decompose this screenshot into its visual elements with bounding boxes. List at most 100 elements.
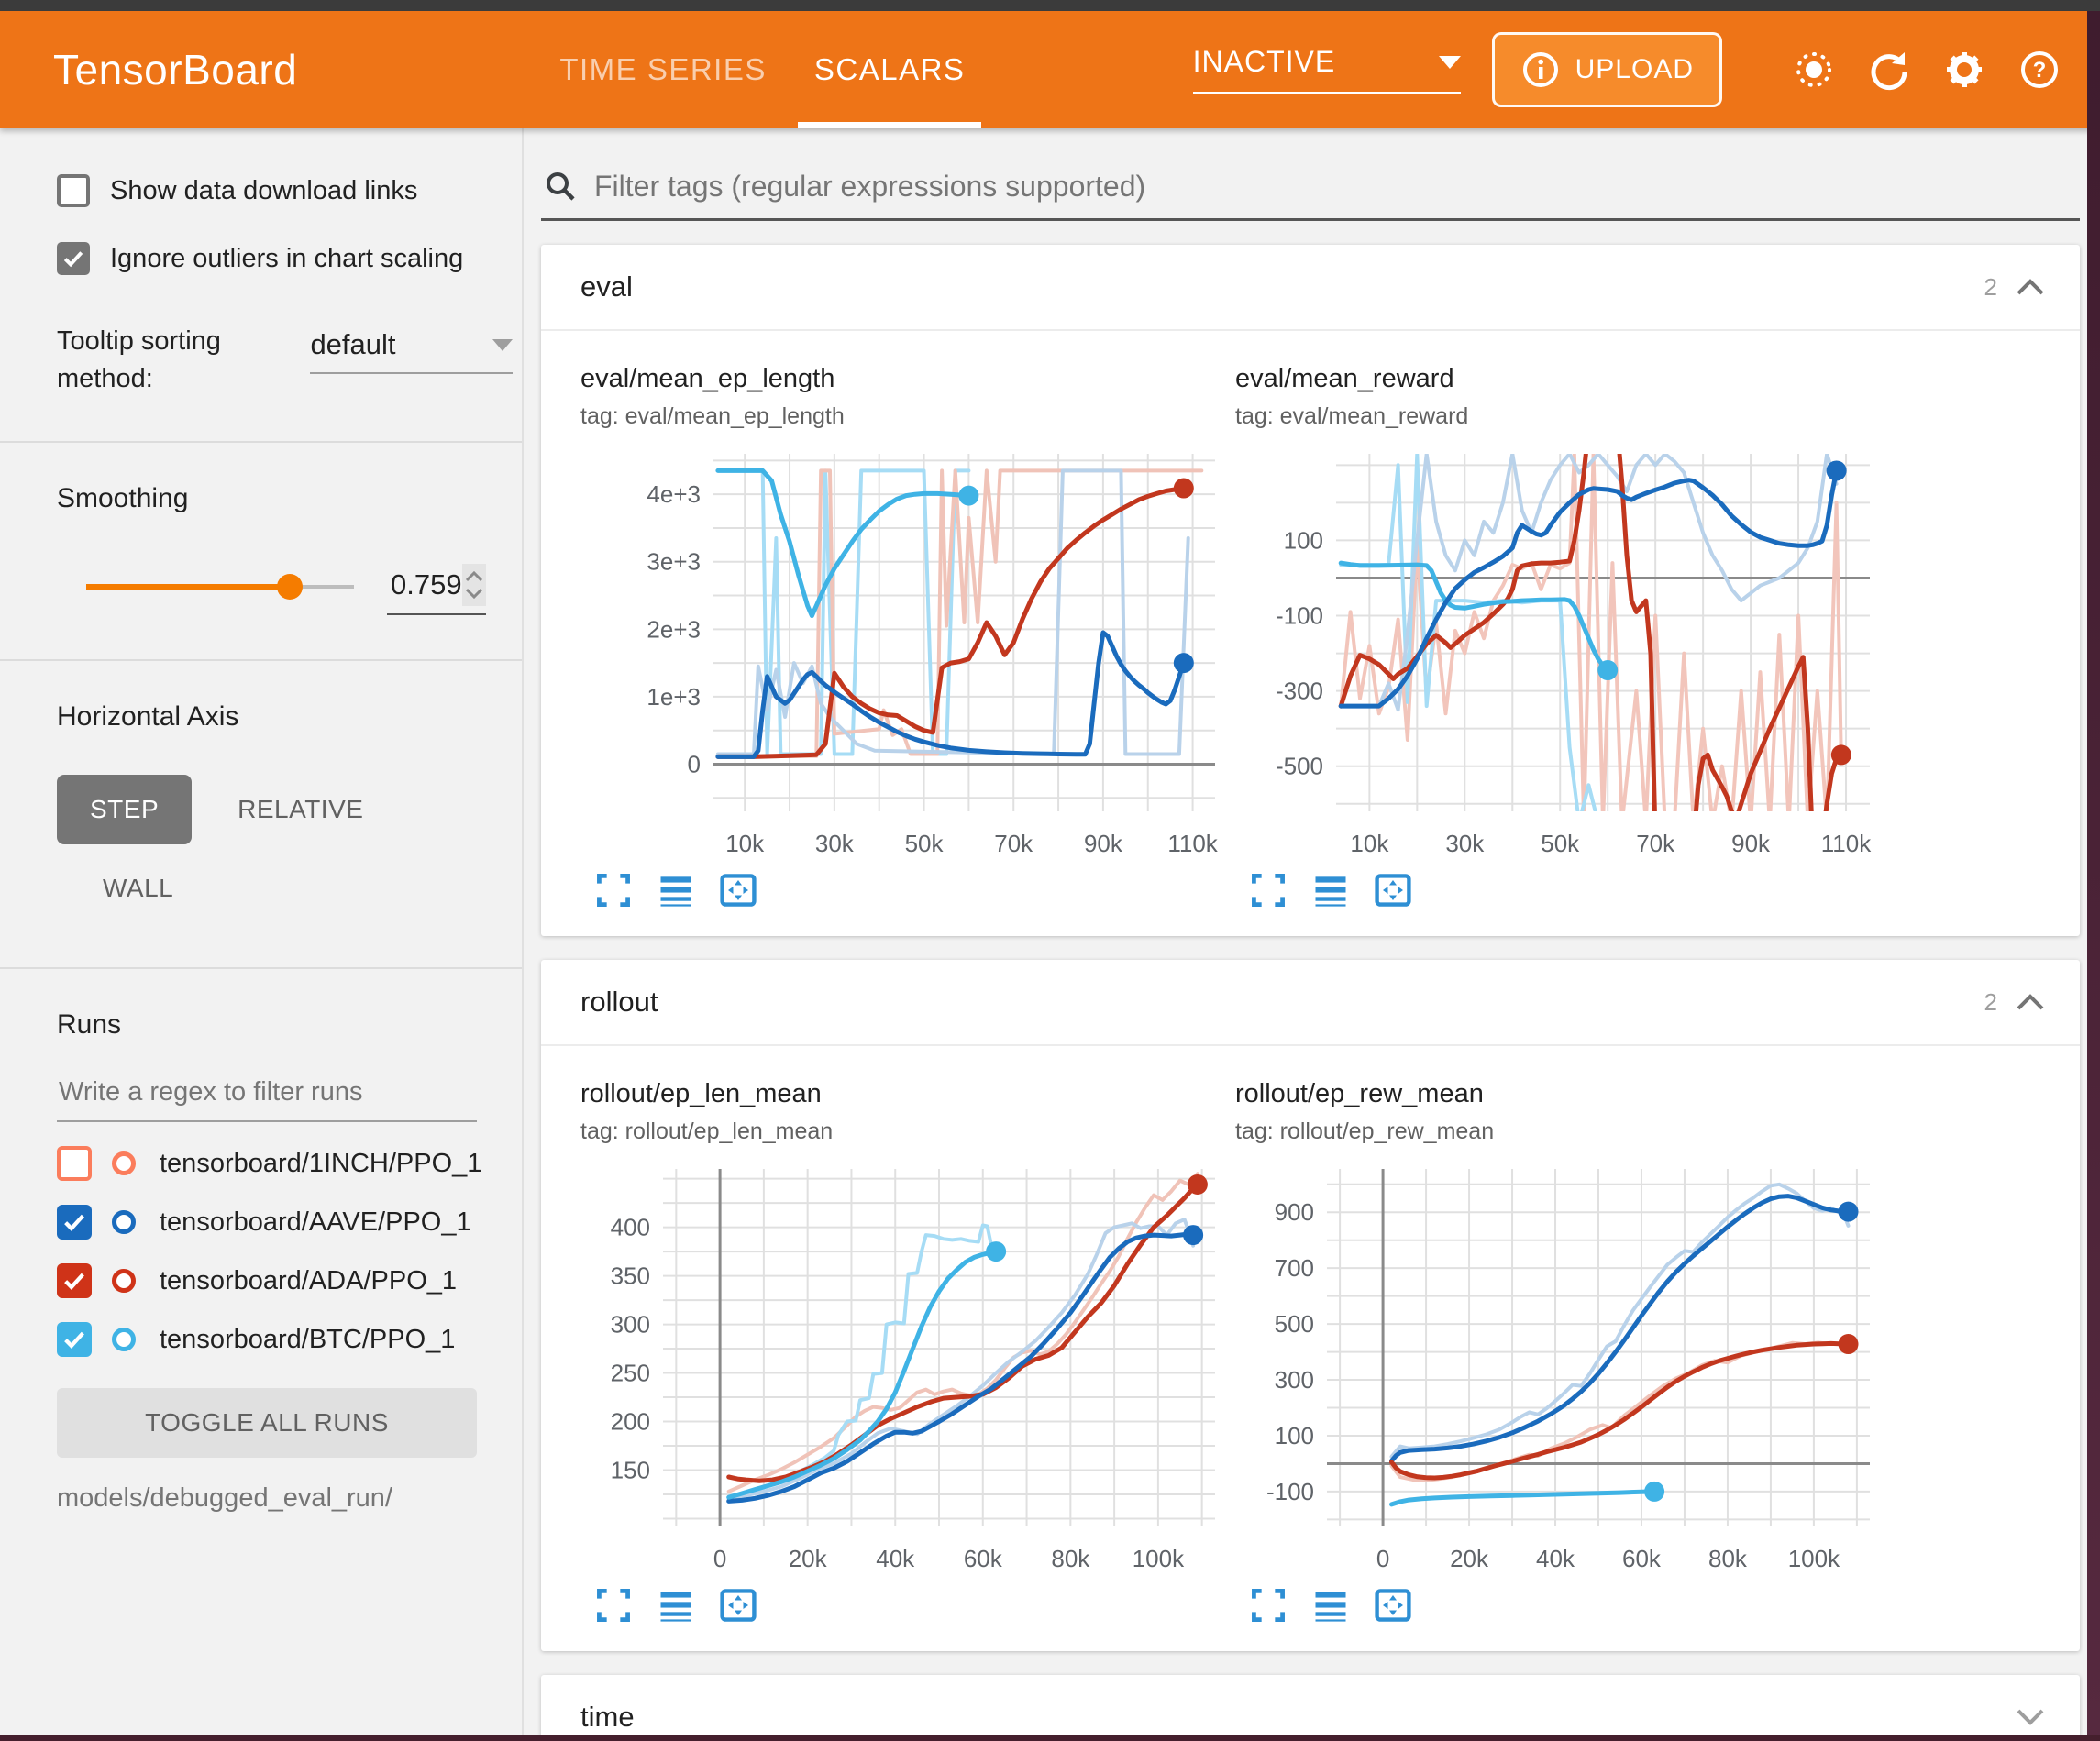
chevron-down-icon <box>2017 1709 2044 1725</box>
filter-tags-field[interactable] <box>541 169 2080 221</box>
tab-time-series[interactable]: TIME SERIES <box>559 52 767 86</box>
haxis-wall-button[interactable]: WALL <box>103 874 174 903</box>
run-color-radio[interactable] <box>112 1269 136 1294</box>
status-value: INACTIVE <box>1192 45 1336 78</box>
svg-text:3e+3: 3e+3 <box>647 548 701 576</box>
log-scale-icon[interactable] <box>656 870 696 910</box>
slider-knob[interactable] <box>276 574 303 601</box>
run-checkbox[interactable] <box>57 1322 92 1358</box>
log-scale-icon[interactable] <box>1310 1585 1351 1625</box>
chevron-down-icon <box>465 589 482 600</box>
svg-text:10k: 10k <box>725 830 765 857</box>
window-top-strip <box>0 0 2100 11</box>
fullscreen-icon[interactable] <box>593 870 634 910</box>
section-card-time: time <box>541 1675 2080 1735</box>
section-header-rollout[interactable]: rollout 2 <box>541 960 2080 1044</box>
run-row-aave[interactable]: tensorboard/AAVE/PPO_1 <box>57 1205 522 1240</box>
svg-text:350: 350 <box>611 1262 650 1290</box>
log-scale-icon[interactable] <box>1310 870 1351 910</box>
status-dropdown[interactable]: INACTIVE <box>1192 45 1461 94</box>
svg-text:50k: 50k <box>1541 830 1580 857</box>
smoothing-slider[interactable] <box>86 570 354 603</box>
number-stepper[interactable] <box>461 564 486 607</box>
tooltip-sorting-label: Tooltip sorting method: <box>57 326 221 393</box>
fit-domain-icon[interactable] <box>1373 870 1413 910</box>
section-header-time[interactable]: time <box>541 1675 2080 1735</box>
svg-text:200: 200 <box>611 1408 650 1436</box>
line-chart-eval-mean-reward[interactable]: 10k 30k 50k 70k 90k 110k 100 -100 -300 -500 <box>1235 435 1877 866</box>
fit-domain-icon[interactable] <box>718 870 758 910</box>
chart-toolbar <box>1248 870 1879 918</box>
chevron-down-icon <box>492 338 513 351</box>
svg-text:300: 300 <box>611 1311 650 1339</box>
haxis-step-button[interactable]: STEP <box>57 775 193 845</box>
refresh-icon[interactable] <box>1865 46 1913 94</box>
line-chart-rollout-ep-rew-mean[interactable]: 0 20k 40k 60k 80k 100k -100 100 300 500 700 900 <box>1235 1151 1877 1581</box>
haxis-relative-button[interactable]: RELATIVE <box>238 795 364 824</box>
filter-tags-input[interactable] <box>594 169 2080 204</box>
runs-logdir-text: models/debugged_eval_run/ <box>57 1483 392 1514</box>
section-header-eval[interactable]: eval 2 <box>541 245 2080 329</box>
divider <box>0 441 522 444</box>
run-row-ada[interactable]: tensorboard/ADA/PPO_1 <box>57 1263 522 1299</box>
chart-tile: eval/mean_ep_length tag: eval/mean_ep_le… <box>580 364 1224 918</box>
svg-text:-500: -500 <box>1276 753 1323 780</box>
svg-text:20k: 20k <box>789 1545 828 1572</box>
chart-tag: tag: eval/mean_ep_length <box>580 403 845 429</box>
fullscreen-icon[interactable] <box>1248 870 1288 910</box>
settings-gear-icon[interactable] <box>1940 46 1988 94</box>
checkbox-label: Show data download links <box>110 175 418 205</box>
chevron-up-icon <box>2017 994 2044 1010</box>
fit-domain-icon[interactable] <box>1373 1585 1413 1625</box>
fullscreen-icon[interactable] <box>593 1585 634 1625</box>
ignore-outliers-checkbox[interactable] <box>57 242 90 275</box>
run-checkbox[interactable] <box>57 1146 92 1182</box>
brightness-icon[interactable] <box>1790 46 1838 94</box>
chevron-up-icon <box>2017 279 2044 295</box>
svg-text:60k: 60k <box>1622 1545 1662 1572</box>
svg-text:40k: 40k <box>1536 1545 1575 1572</box>
toggle-all-runs-button[interactable]: TOGGLE ALL RUNS <box>57 1388 477 1459</box>
show-download-links-row[interactable]: Show data download links <box>57 174 522 207</box>
scalars-dashboard: eval 2 eval/mean_ep_length tag: eval/mea… <box>525 128 2087 1735</box>
tooltip-sorting-dropdown[interactable]: default <box>310 328 513 374</box>
svg-text:40k: 40k <box>876 1545 915 1572</box>
fullscreen-icon[interactable] <box>1248 1585 1288 1625</box>
tab-scalars[interactable]: SCALARS <box>790 11 989 128</box>
line-chart-eval-mean-ep-length[interactable]: 10k 30k 50k 70k 90k 110k 0 1e+3 2e+3 3e+3 4e+3 <box>580 435 1222 866</box>
svg-text:100: 100 <box>1284 526 1323 554</box>
runs-title: Runs <box>57 1009 122 1041</box>
svg-text:150: 150 <box>611 1457 650 1484</box>
show-download-links-checkbox[interactable] <box>57 174 90 207</box>
horizontal-axis-label: Horizontal Axis <box>57 701 239 733</box>
runs-filter-input[interactable] <box>57 1068 477 1123</box>
log-scale-icon[interactable] <box>656 1585 696 1625</box>
run-checkbox[interactable] <box>57 1205 92 1240</box>
run-checkbox[interactable] <box>57 1263 92 1299</box>
smoothing-value: 0.759 <box>391 568 462 601</box>
chevron-down-icon <box>1438 55 1461 69</box>
smoothing-label: Smoothing <box>57 483 189 514</box>
fit-domain-icon[interactable] <box>718 1585 758 1625</box>
run-row-1inch[interactable]: tensorboard/1INCH/PPO_1 <box>57 1146 522 1182</box>
chart-tag: tag: eval/mean_reward <box>1235 403 1469 429</box>
svg-text:20k: 20k <box>1450 1545 1489 1572</box>
divider <box>0 659 522 662</box>
svg-text:700: 700 <box>1275 1254 1314 1282</box>
run-color-radio[interactable] <box>112 1151 136 1176</box>
chart-title: rollout/ep_rew_mean <box>1235 1079 1484 1108</box>
line-chart-rollout-ep-len-mean[interactable]: 0 20k 40k 60k 80k 100k 150 200 250 300 350 400 <box>580 1151 1222 1581</box>
section-card-eval: eval 2 eval/mean_ep_length tag: eval/mea… <box>541 245 2080 936</box>
run-color-radio[interactable] <box>112 1210 136 1235</box>
run-row-btc[interactable]: tensorboard/BTC/PPO_1 <box>57 1322 522 1358</box>
run-color-radio[interactable] <box>112 1328 136 1352</box>
checkbox-label: Ignore outliers in chart scaling <box>110 243 464 273</box>
ignore-outliers-row[interactable]: Ignore outliers in chart scaling <box>57 242 522 275</box>
app-toolbar: TensorBoard TIME SERIES SCALARS INACTIVE… <box>0 11 2100 128</box>
upload-button[interactable]: UPLOAD <box>1491 32 1722 107</box>
chart-tile: rollout/ep_rew_mean tag: rollout/ep_rew_… <box>1235 1079 1879 1633</box>
help-icon[interactable]: ? <box>2016 46 2063 94</box>
svg-text:900: 900 <box>1275 1198 1314 1226</box>
chart-tile: eval/mean_reward tag: eval/mean_reward 1… <box>1235 364 1879 918</box>
smoothing-value-field[interactable]: 0.759 <box>387 558 486 616</box>
